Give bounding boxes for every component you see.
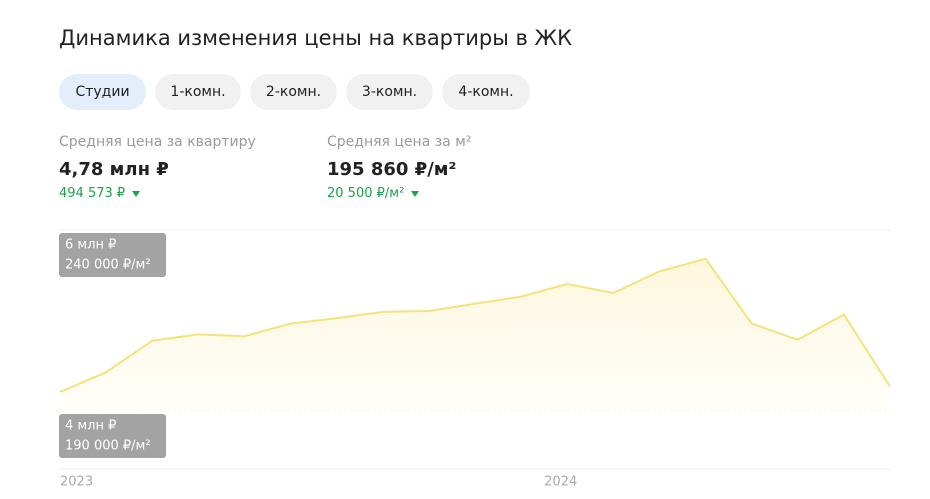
y2-tick-label: 190 000 ₽/м² <box>65 439 151 454</box>
tab[interactable]: Студии <box>59 74 146 110</box>
y-tick-label: 6 млн ₽ <box>65 238 116 253</box>
tick-box <box>59 414 166 458</box>
tab[interactable]: 3-комн. <box>346 74 433 110</box>
price-line <box>59 257 891 393</box>
area <box>60 258 890 410</box>
stat-value: 195 860 ₽/м² <box>327 159 457 180</box>
y-tick-label: 4 млн ₽ <box>65 419 116 434</box>
stat-change: 494 573 ₽ <box>59 186 141 201</box>
down-arrow <box>411 190 420 197</box>
x-tick-label: 2024 <box>544 475 577 490</box>
title: Динамика изменения цены на квартиры в ЖК <box>59 26 573 50</box>
y2-tick-label: 240 000 ₽/м² <box>65 258 151 273</box>
tab[interactable]: 2-комн. <box>250 74 337 110</box>
down-arrow <box>132 190 141 197</box>
tick-box <box>59 233 166 277</box>
stat-label: Средняя цена за м² <box>327 134 472 150</box>
x-tick-label: 2023 <box>60 475 93 490</box>
stat-value: 4,78 млн ₽ <box>59 159 169 180</box>
tab[interactable]: 1-комн. <box>155 74 241 110</box>
stat-label: Средняя цена за квартиру <box>59 134 256 150</box>
tab[interactable]: 4-комн. <box>442 74 530 110</box>
stat-change: 20 500 ₽/м² <box>327 186 420 201</box>
